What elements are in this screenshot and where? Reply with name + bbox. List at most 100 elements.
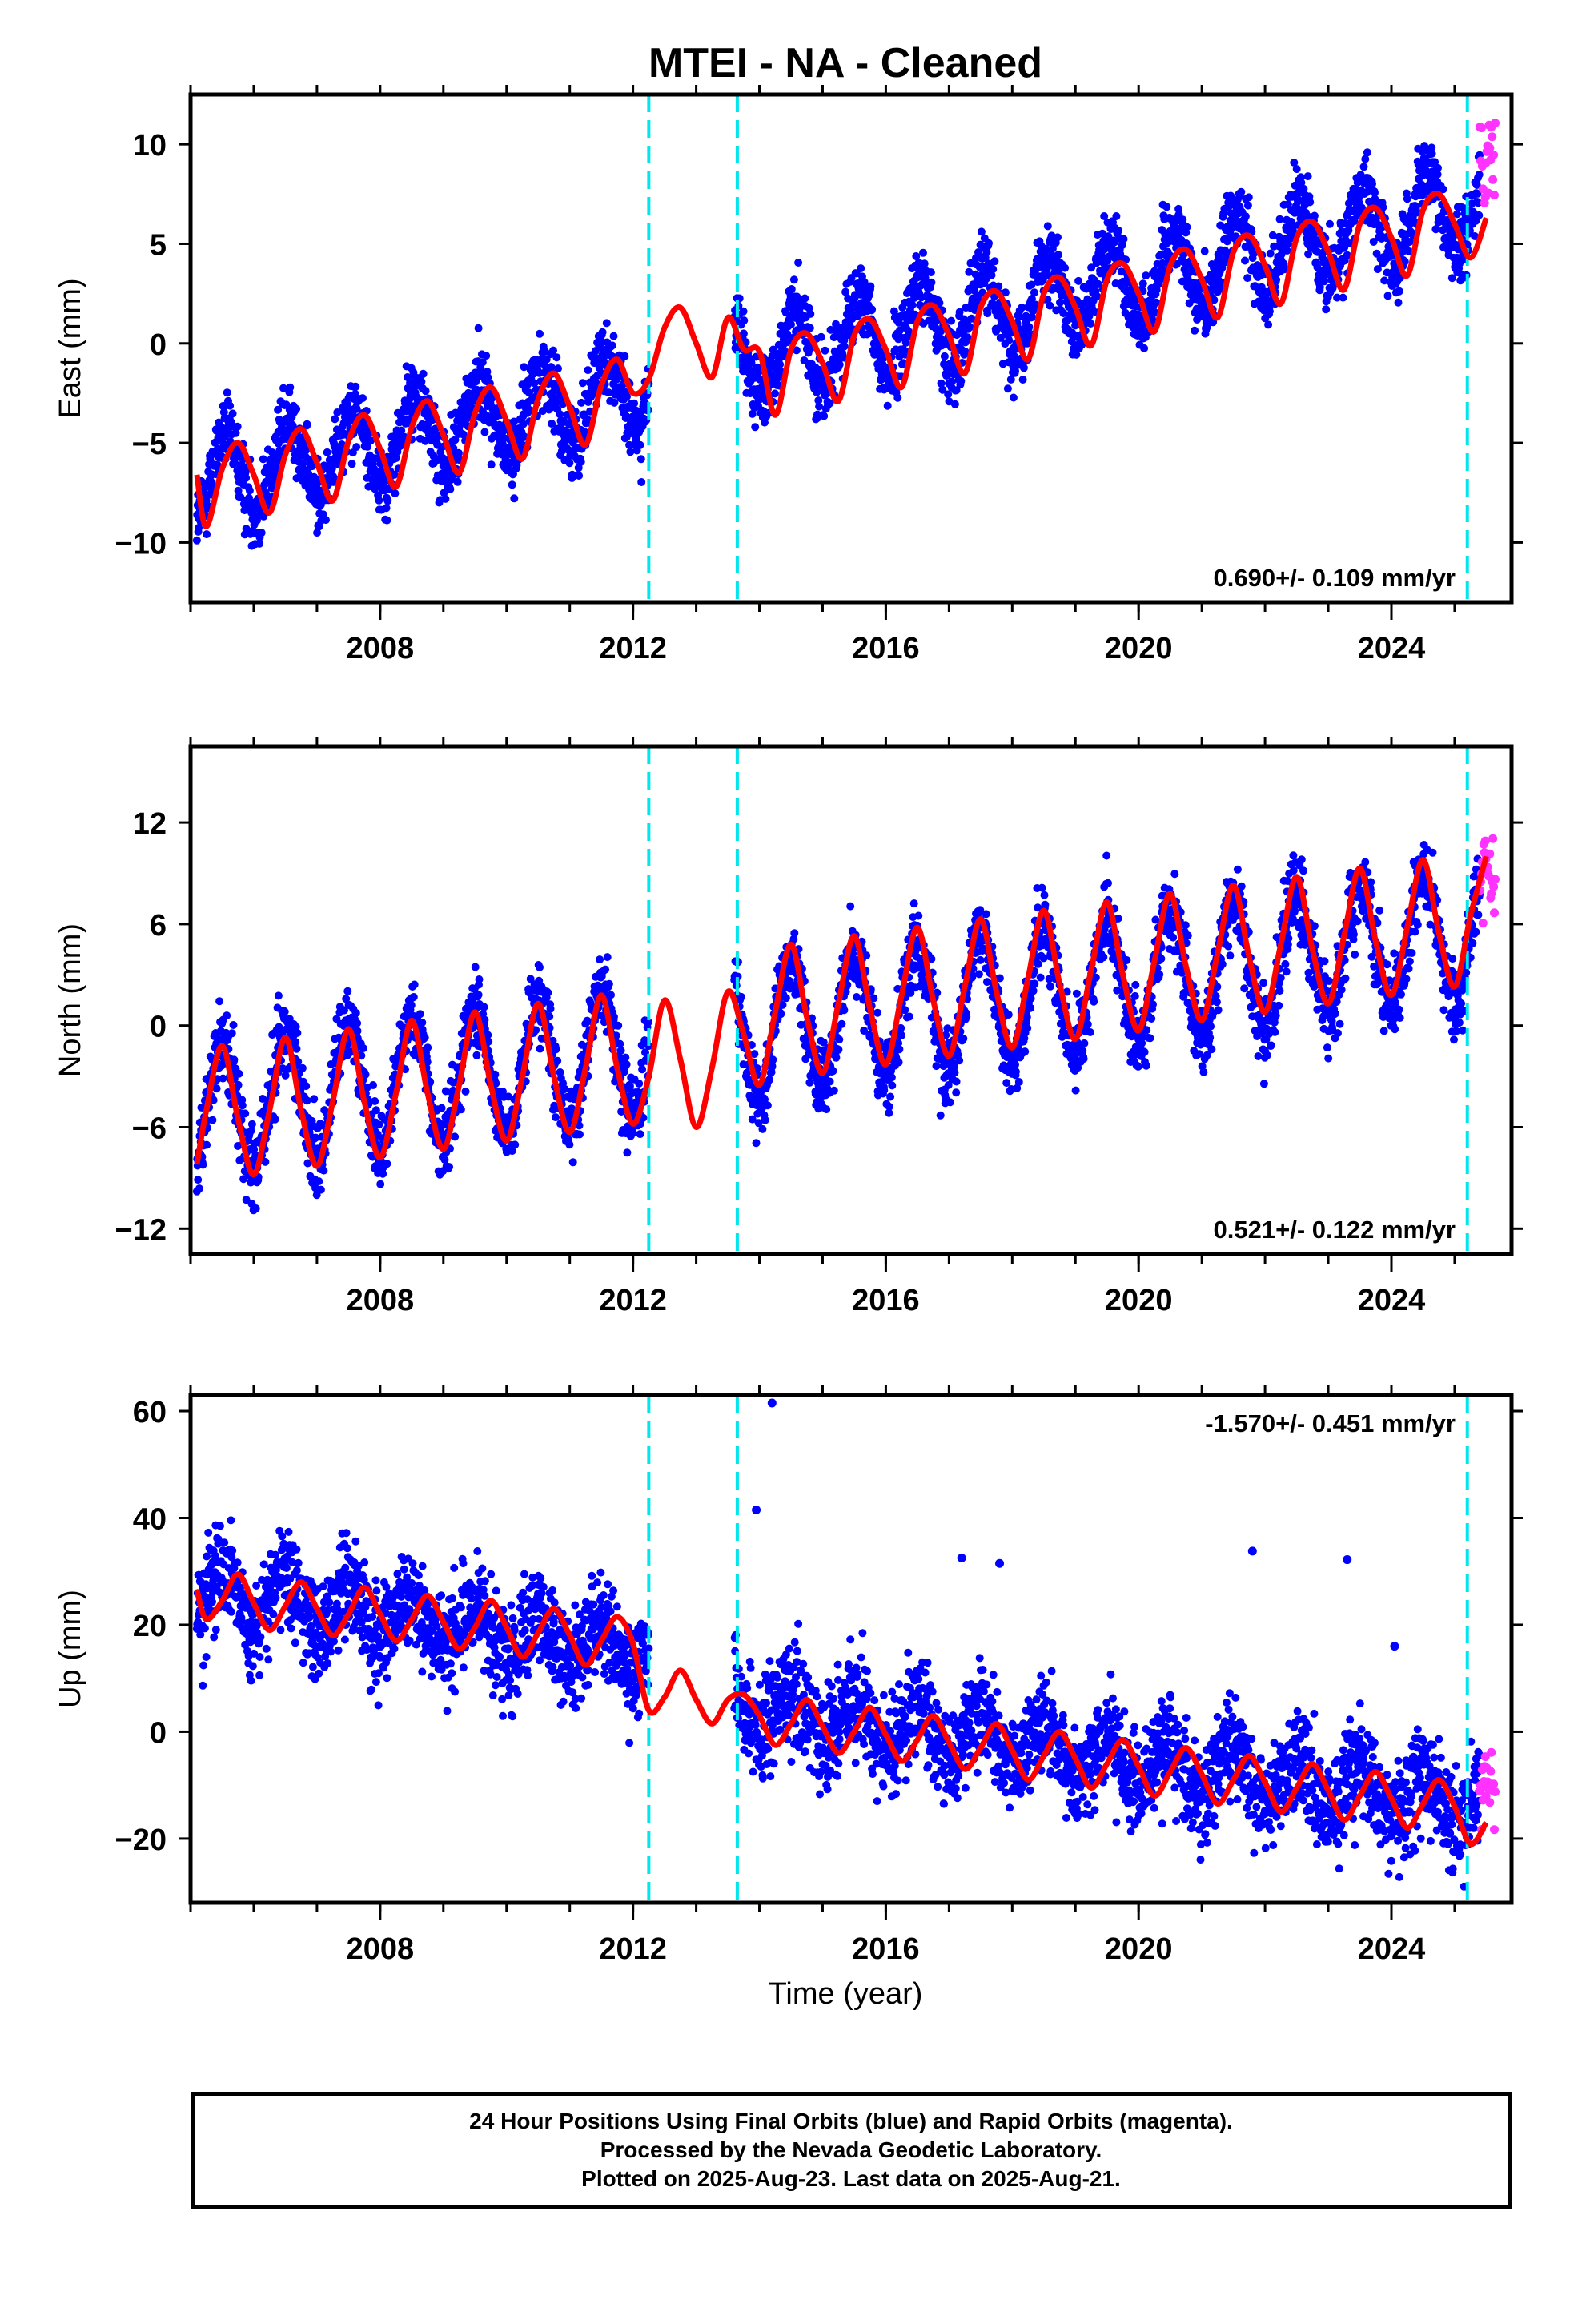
data-point (532, 1026, 540, 1035)
data-point (1018, 304, 1026, 312)
data-point (952, 386, 961, 395)
data-point (212, 1084, 221, 1093)
data-point (1237, 187, 1246, 196)
data-point (761, 1095, 769, 1104)
data-point (1448, 233, 1457, 242)
data-point (375, 1120, 383, 1129)
data-point (478, 358, 487, 367)
data-point (311, 1133, 320, 1142)
data-point (814, 396, 823, 404)
data-point (635, 1080, 644, 1088)
data-point (261, 1157, 270, 1166)
data-point (495, 420, 504, 429)
data-point (1405, 238, 1414, 246)
data-point (310, 1095, 319, 1104)
data-point (1306, 198, 1315, 207)
data-point (740, 316, 749, 325)
data-point (1087, 263, 1096, 272)
data-point (1411, 192, 1420, 201)
data-point (625, 1082, 634, 1091)
data-point (292, 404, 301, 413)
data-point (530, 379, 539, 388)
data-point (1459, 255, 1468, 264)
data-point (584, 366, 592, 375)
data-point (274, 991, 283, 1000)
data-point (943, 371, 952, 380)
data-point (604, 388, 612, 397)
data-point (421, 387, 430, 396)
data-point (908, 300, 917, 309)
data-point (644, 1018, 652, 1027)
y-tick-label: 5 (150, 228, 167, 262)
data-point (1369, 238, 1378, 246)
data-point (598, 328, 607, 336)
data-point (255, 539, 264, 548)
data-point (520, 363, 528, 372)
data-point (1118, 241, 1126, 250)
data-point (621, 1053, 630, 1062)
data-point (778, 1000, 787, 1009)
data-point (509, 417, 518, 426)
data-point (215, 997, 224, 1006)
data-point (1043, 222, 1052, 231)
data-point (1292, 165, 1301, 174)
data-point (771, 389, 779, 398)
data-point (474, 324, 483, 332)
data-point (229, 1021, 238, 1029)
data-point (340, 1006, 348, 1015)
data-point (373, 1130, 382, 1139)
rapid-point (1491, 119, 1500, 128)
data-point (957, 376, 966, 385)
data-point (251, 1204, 260, 1212)
data-point (1400, 257, 1409, 266)
data-point (359, 394, 367, 403)
data-point (491, 1070, 500, 1079)
data-point (347, 460, 356, 468)
rapid-point (1485, 143, 1495, 153)
data-point (609, 332, 618, 340)
data-point (369, 1081, 377, 1089)
data-point (1421, 145, 1430, 153)
data-point (776, 360, 785, 368)
data-point (303, 1096, 311, 1105)
data-point (364, 430, 372, 439)
data-point (603, 953, 612, 962)
data-point (361, 1070, 370, 1079)
data-point (437, 1104, 446, 1112)
data-point (247, 1126, 255, 1135)
data-point (382, 504, 391, 513)
data-point (637, 478, 646, 486)
data-point (857, 264, 865, 273)
data-point (441, 494, 450, 503)
data-point (291, 1023, 300, 1031)
data-point (768, 1062, 777, 1071)
data-point (379, 1169, 387, 1178)
data-point (1191, 326, 1199, 335)
data-point (510, 494, 519, 503)
data-point (1373, 265, 1382, 274)
data-point (223, 1011, 231, 1020)
data-point (1019, 364, 1028, 372)
data-point (1241, 212, 1250, 221)
data-point (375, 496, 383, 505)
data-point (1107, 244, 1116, 253)
data-point (536, 1044, 544, 1053)
data-point (1339, 293, 1347, 302)
data-point (987, 271, 996, 279)
data-point (919, 248, 927, 257)
data-point (424, 1043, 432, 1052)
data-point (242, 1196, 251, 1204)
data-point (454, 448, 463, 457)
data-point (536, 329, 544, 338)
data-point (1303, 172, 1312, 181)
data-point (789, 275, 798, 284)
rapid-orbit-points (1476, 119, 1500, 207)
data-point (423, 1058, 432, 1067)
data-point (965, 267, 974, 276)
data-point (301, 446, 310, 455)
data-point (840, 342, 849, 351)
data-point (484, 373, 492, 382)
data-point (1427, 143, 1436, 152)
data-point (383, 497, 392, 505)
data-point (821, 346, 829, 355)
